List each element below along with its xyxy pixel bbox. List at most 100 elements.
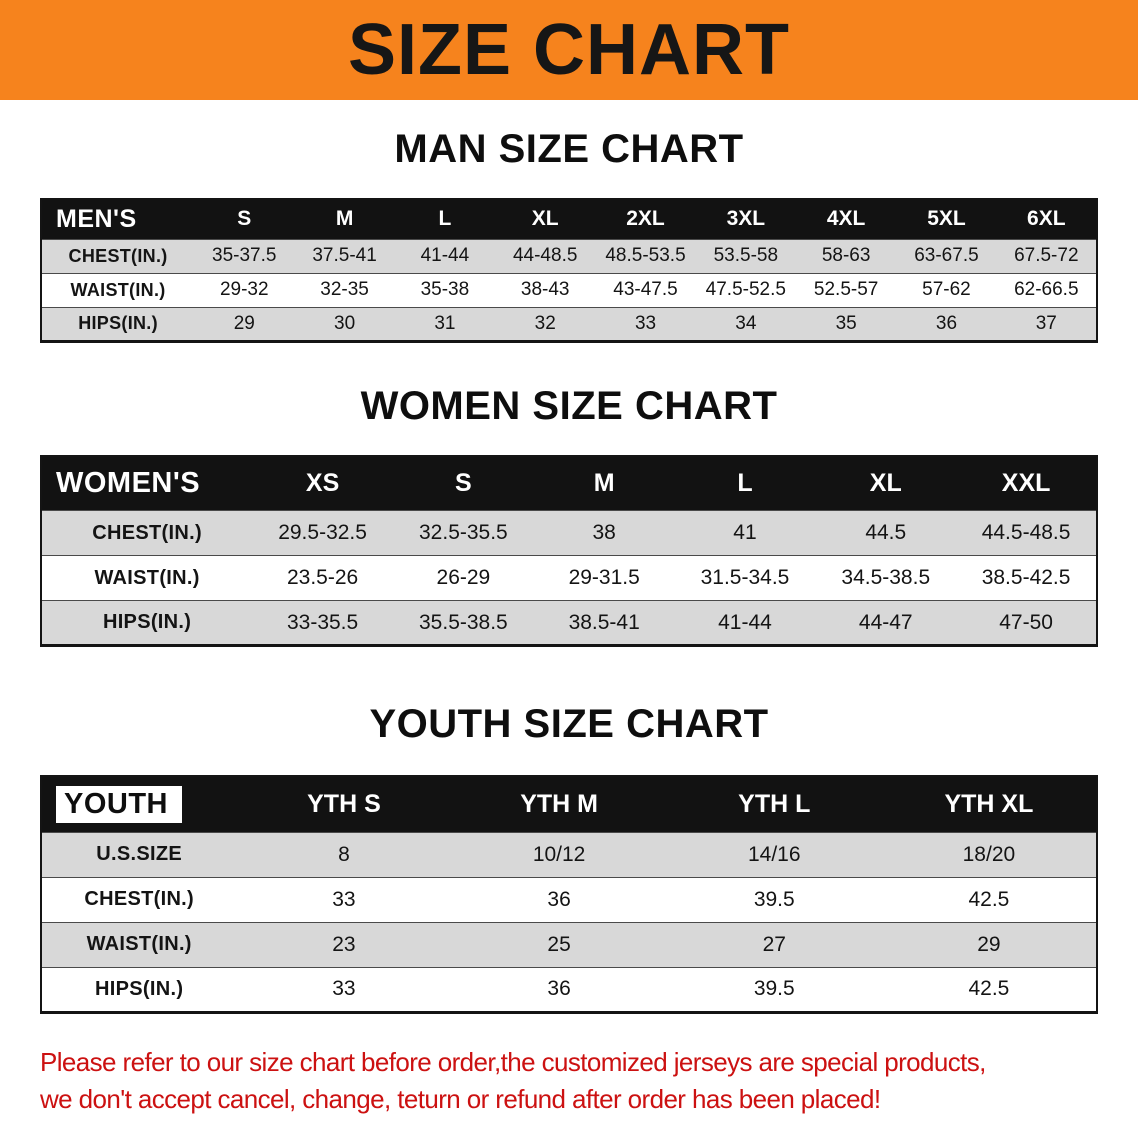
men-column-header: L bbox=[394, 199, 496, 239]
youth-column-header: YTH L bbox=[666, 776, 882, 832]
women-cell: 44.5 bbox=[815, 510, 957, 556]
men-column-header: 4XL bbox=[795, 199, 897, 239]
women-cell: 47-50 bbox=[956, 600, 1097, 646]
women-column-header: XS bbox=[252, 455, 393, 511]
men-cell: 58-63 bbox=[795, 239, 897, 273]
women-cell: 38.5-41 bbox=[533, 600, 675, 646]
women-section-heading: WOMEN SIZE CHART bbox=[360, 383, 778, 428]
men-cell: 37 bbox=[996, 307, 1097, 341]
women-cell: 41 bbox=[674, 510, 816, 556]
order-note-line2: we don't accept cancel, change, teturn o… bbox=[40, 1083, 881, 1114]
men-column-header: XL bbox=[495, 199, 596, 239]
women-row-label: CHEST(IN.) bbox=[41, 510, 253, 556]
women-cell: 38 bbox=[533, 510, 675, 556]
youth-cell: 42.5 bbox=[881, 877, 1097, 922]
youth-table-label-cell: YOUTH bbox=[41, 776, 237, 832]
men-cell: 33 bbox=[595, 307, 696, 341]
youth-row-label: WAIST(IN.) bbox=[41, 922, 237, 967]
youth-data-row: CHEST(IN.) 33 36 39.5 42.5 bbox=[41, 877, 1097, 922]
men-cell: 37.5-41 bbox=[294, 239, 395, 273]
women-cell: 44-47 bbox=[815, 600, 957, 646]
men-table-label: MEN'S bbox=[56, 204, 137, 233]
women-cell: 29.5-32.5 bbox=[252, 510, 393, 556]
men-cell: 41-44 bbox=[394, 239, 496, 273]
youth-row-label: HIPS(IN.) bbox=[41, 967, 237, 1012]
women-cell: 33-35.5 bbox=[252, 600, 393, 646]
youth-cell: 8 bbox=[236, 832, 452, 877]
youth-cell: 14/16 bbox=[666, 832, 882, 877]
youth-size-table: YOUTH YTH S YTH M YTH L YTH XL U.S.SIZE 8 10/12… bbox=[40, 775, 1098, 1014]
youth-cell: 33 bbox=[236, 967, 452, 1012]
banner: SIZE CHART bbox=[0, 0, 1138, 100]
youth-data-row: WAIST(IN.) 23 25 27 29 bbox=[41, 922, 1097, 967]
youth-cell: 29 bbox=[881, 922, 1097, 967]
youth-cell: 39.5 bbox=[666, 967, 882, 1012]
youth-column-header: YTH S bbox=[236, 776, 452, 832]
women-table: WOMEN'S XS S M L XL XXL CHEST(IN.) 29.5-32.5 32.5… bbox=[40, 454, 1098, 647]
men-cell: 34 bbox=[695, 307, 796, 341]
men-cell: 53.5-58 bbox=[695, 239, 796, 273]
men-cell: 35-37.5 bbox=[194, 239, 295, 273]
youth-cell: 33 bbox=[236, 877, 452, 922]
women-column-header: S bbox=[392, 455, 534, 511]
men-cell: 30 bbox=[294, 307, 395, 341]
men-column-header: 2XL bbox=[595, 199, 696, 239]
women-column-header: L bbox=[674, 455, 816, 511]
men-table: MEN'S S M L XL 2XL 3XL 4XL 5XL 6XL CHEST(IN.) 35-37… bbox=[40, 198, 1098, 343]
men-column-header: 6XL bbox=[996, 199, 1097, 239]
men-cell: 35-38 bbox=[394, 273, 496, 307]
women-cell: 44.5-48.5 bbox=[956, 510, 1097, 556]
men-column-header: 5XL bbox=[896, 199, 997, 239]
women-table-label-cell: WOMEN'S bbox=[41, 455, 253, 511]
youth-row-label: U.S.SIZE bbox=[41, 832, 237, 877]
youth-cell: 10/12 bbox=[451, 832, 667, 877]
women-cell: 35.5-38.5 bbox=[392, 600, 534, 646]
youth-table-label: YOUTH bbox=[56, 785, 182, 823]
men-cell: 32-35 bbox=[294, 273, 395, 307]
men-data-row: CHEST(IN.) 35-37.5 37.5-41 41-44 44-48.5 48.5… bbox=[41, 239, 1097, 273]
men-cell: 52.5-57 bbox=[795, 273, 897, 307]
women-column-header: M bbox=[533, 455, 675, 511]
men-cell: 43-47.5 bbox=[595, 273, 696, 307]
men-data-row: HIPS(IN.) 29 30 31 32 33 34 35 36 37 bbox=[41, 307, 1097, 341]
women-cell: 38.5-42.5 bbox=[956, 555, 1097, 601]
women-row-label: HIPS(IN.) bbox=[41, 600, 253, 646]
men-cell: 35 bbox=[795, 307, 897, 341]
youth-header-row: YOUTH YTH S YTH M YTH L YTH XL bbox=[41, 776, 1097, 832]
youth-section-heading: YOUTH SIZE CHART bbox=[369, 702, 769, 746]
youth-cell: 36 bbox=[451, 877, 667, 922]
men-cell: 44-48.5 bbox=[495, 239, 596, 273]
women-data-row: CHEST(IN.) 29.5-32.5 32.5-35.5 38 41 44.5 44.5… bbox=[41, 510, 1097, 556]
men-header-row: MEN'S S M L XL 2XL 3XL 4XL 5XL 6XL bbox=[41, 199, 1097, 239]
men-column-header: S bbox=[194, 199, 295, 239]
youth-data-row: HIPS(IN.) 33 36 39.5 42.5 bbox=[41, 967, 1097, 1012]
youth-data-row: U.S.SIZE 8 10/12 14/16 18/20 bbox=[41, 832, 1097, 877]
men-size-table: MEN'S S M L XL 2XL 3XL 4XL 5XL 6XL CHEST(IN.) 35-37… bbox=[40, 198, 1098, 343]
youth-column-header: YTH XL bbox=[881, 776, 1097, 832]
men-cell: 29 bbox=[194, 307, 295, 341]
youth-table: YOUTH YTH S YTH M YTH L YTH XL U.S.SIZE 8 10/12… bbox=[40, 775, 1098, 1014]
youth-cell: 18/20 bbox=[881, 832, 1097, 877]
women-cell: 26-29 bbox=[392, 555, 534, 601]
men-cell: 48.5-53.5 bbox=[595, 239, 696, 273]
women-cell: 23.5-26 bbox=[252, 555, 393, 601]
youth-cell: 25 bbox=[451, 922, 667, 967]
women-column-header: XXL bbox=[956, 455, 1097, 511]
youth-cell: 42.5 bbox=[881, 967, 1097, 1012]
men-cell: 36 bbox=[896, 307, 997, 341]
youth-column-header: YTH M bbox=[451, 776, 667, 832]
men-cell: 47.5-52.5 bbox=[695, 273, 796, 307]
women-cell: 34.5-38.5 bbox=[815, 555, 957, 601]
women-column-header: XL bbox=[815, 455, 957, 511]
youth-cell: 36 bbox=[451, 967, 667, 1012]
youth-cell: 23 bbox=[236, 922, 452, 967]
women-row-label: WAIST(IN.) bbox=[41, 555, 253, 601]
men-cell: 57-62 bbox=[896, 273, 997, 307]
men-section-heading: MAN SIZE CHART bbox=[394, 127, 744, 171]
women-size-table: WOMEN'S XS S M L XL XXL CHEST(IN.) 29.5-32.5 32.5… bbox=[40, 454, 1098, 647]
order-note-line1: Please refer to our size chart before or… bbox=[40, 1046, 986, 1077]
page-title: SIZE CHART bbox=[348, 10, 790, 90]
women-header-row: WOMEN'S XS S M L XL XXL bbox=[41, 455, 1097, 511]
women-cell: 31.5-34.5 bbox=[674, 555, 816, 601]
men-cell: 38-43 bbox=[495, 273, 596, 307]
